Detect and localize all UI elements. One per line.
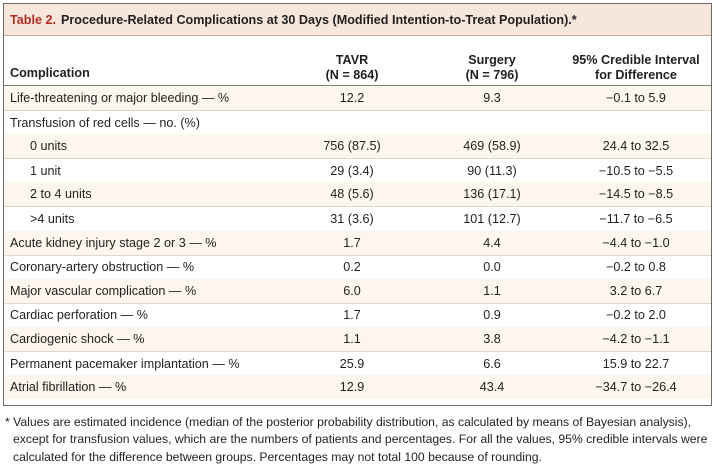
cell-surgery: 6.6 bbox=[483, 356, 501, 371]
table-row: 1 unit 29 (3.4) 90 (11.3) −10.5 to −5.5 bbox=[4, 158, 711, 182]
cell-ci: −11.7 to −6.5 bbox=[599, 212, 673, 227]
header-surgery-line2: (N = 796) bbox=[465, 68, 519, 82]
row-label: >4 units bbox=[30, 212, 75, 227]
cell-surgery: 90 (11.3) bbox=[467, 163, 517, 178]
row-label: 2 to 4 units bbox=[30, 187, 92, 202]
table-row: Cardiogenic shock — % 1.1 3.8 −4.2 to −1… bbox=[4, 326, 711, 352]
table-row: Life-threatening or major bleeding — % 1… bbox=[4, 86, 711, 111]
header-credible-interval: 95% Credible Interval for Difference bbox=[566, 53, 706, 83]
row-label: Atrial fibrillation — % bbox=[10, 380, 127, 395]
row-label: Cardiac perforation — % bbox=[10, 308, 148, 323]
cell-surgery: 0.9 bbox=[483, 308, 501, 323]
table-row: 2 to 4 units 48 (5.6) 136 (17.1) −14.5 t… bbox=[4, 182, 711, 207]
header-ci-line2: for Difference bbox=[595, 68, 677, 82]
table-number: Table 2. bbox=[10, 12, 56, 27]
cell-surgery: 3.8 bbox=[483, 331, 501, 346]
row-label: Cardiogenic shock — % bbox=[10, 331, 145, 346]
row-label: Transfusion of red cells — no. (%) bbox=[10, 115, 200, 130]
table-row: Acute kidney injury stage 2 or 3 — % 1.7… bbox=[4, 230, 711, 255]
cell-ci: −0.2 to 0.8 bbox=[606, 260, 666, 275]
cell-ci: 3.2 to 6.7 bbox=[609, 283, 663, 298]
cell-ci: −4.2 to −1.1 bbox=[602, 331, 670, 346]
cell-ci: −0.2 to 2.0 bbox=[606, 308, 666, 323]
cell-tavr: 1.7 bbox=[343, 308, 361, 323]
row-label: Permanent pacemaker implantation — % bbox=[10, 356, 240, 371]
cell-tavr: 25.9 bbox=[339, 356, 365, 371]
cell-ci: −4.4 to −1.0 bbox=[602, 235, 670, 250]
cell-tavr: 1.7 bbox=[343, 235, 361, 250]
cell-tavr: 1.1 bbox=[343, 331, 361, 346]
table-title: Procedure-Related Complications at 30 Da… bbox=[60, 12, 577, 27]
cell-tavr: 756 (87.5) bbox=[323, 139, 381, 154]
row-label: Acute kidney injury stage 2 or 3 — % bbox=[10, 235, 217, 250]
table-row: Major vascular complication — % 6.0 1.1 … bbox=[4, 278, 711, 303]
cell-surgery: 4.4 bbox=[483, 235, 501, 250]
table-frame: Table 2. Procedure-Related Complications… bbox=[3, 3, 712, 406]
cell-tavr: 0.2 bbox=[343, 260, 361, 275]
cell-surgery: 9.3 bbox=[483, 91, 501, 106]
table-title-bar: Table 2. Procedure-Related Complications… bbox=[4, 4, 711, 36]
cell-ci: 15.9 to 22.7 bbox=[602, 356, 670, 371]
cell-ci: −10.5 to −5.5 bbox=[598, 163, 674, 178]
header-tavr-line2: (N = 864) bbox=[325, 68, 379, 82]
table-row: Atrial fibrillation — % 12.9 43.4 −34.7 … bbox=[4, 375, 711, 400]
cell-ci: 24.4 to 32.5 bbox=[602, 139, 670, 154]
header-tavr: TAVR (N = 864) bbox=[297, 53, 407, 83]
cell-tavr: 6.0 bbox=[343, 283, 361, 298]
header-complication: Complication bbox=[10, 66, 90, 80]
table-row: Transfusion of red cells — no. (%) bbox=[4, 110, 711, 134]
header-tavr-line1: TAVR bbox=[335, 53, 369, 67]
footnote-text: * Values are estimated incidence (median… bbox=[5, 415, 708, 464]
cell-ci: −34.7 to −26.4 bbox=[595, 380, 677, 395]
cell-tavr: 48 (5.6) bbox=[330, 187, 374, 202]
row-label: Coronary-artery obstruction — % bbox=[10, 260, 195, 275]
cell-tavr: 31 (3.6) bbox=[330, 212, 374, 227]
cell-tavr: 12.9 bbox=[339, 380, 365, 395]
table-row: 0 units 756 (87.5) 469 (58.9) 24.4 to 32… bbox=[4, 134, 711, 159]
cell-surgery: 1.1 bbox=[483, 283, 501, 298]
row-label: 0 units bbox=[30, 139, 68, 154]
cell-surgery: 0.0 bbox=[483, 260, 501, 275]
cell-surgery: 469 (58.9) bbox=[463, 139, 521, 154]
header-surgery: Surgery (N = 796) bbox=[442, 53, 542, 83]
header-ci-line1: 95% Credible Interval bbox=[572, 53, 700, 67]
table-footnote: * Values are estimated incidence (median… bbox=[3, 414, 712, 466]
table-row: Permanent pacemaker implantation — % 25.… bbox=[4, 351, 711, 375]
cell-surgery: 43.4 bbox=[479, 380, 505, 395]
table-row: Coronary-artery obstruction — % 0.2 0.0 … bbox=[4, 254, 711, 279]
cell-surgery: 136 (17.1) bbox=[463, 187, 521, 202]
cell-ci: −14.5 to −8.5 bbox=[598, 187, 674, 202]
cell-tavr: 12.2 bbox=[339, 91, 365, 106]
cell-surgery: 101 (12.7) bbox=[463, 212, 521, 227]
row-label: 1 unit bbox=[30, 163, 61, 178]
cell-ci: −0.1 to 5.9 bbox=[606, 91, 666, 106]
table-row: Cardiac perforation — % 1.7 0.9 −0.2 to … bbox=[4, 302, 711, 327]
cell-tavr: 29 (3.4) bbox=[330, 163, 374, 178]
header-surgery-line1: Surgery bbox=[468, 53, 516, 67]
table-header: Complication TAVR (N = 864) Surgery (N =… bbox=[4, 36, 711, 86]
row-label: Major vascular complication — % bbox=[10, 283, 197, 298]
table-row: >4 units 31 (3.6) 101 (12.7) −11.7 to −6… bbox=[4, 206, 711, 230]
row-label: Life-threatening or major bleeding — % bbox=[10, 91, 230, 106]
